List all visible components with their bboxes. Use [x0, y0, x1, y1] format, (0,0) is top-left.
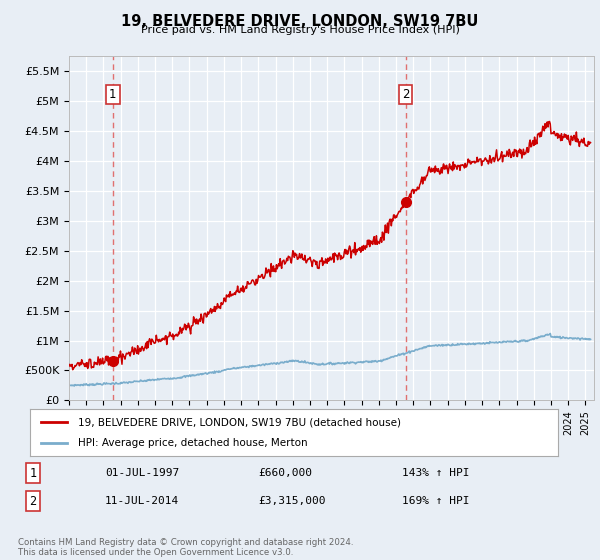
Text: 19, BELVEDERE DRIVE, LONDON, SW19 7BU: 19, BELVEDERE DRIVE, LONDON, SW19 7BU: [121, 14, 479, 29]
Text: 01-JUL-1997: 01-JUL-1997: [105, 468, 179, 478]
Text: 1: 1: [109, 88, 116, 101]
Text: 1: 1: [29, 466, 37, 480]
Text: Contains HM Land Registry data © Crown copyright and database right 2024.
This d: Contains HM Land Registry data © Crown c…: [18, 538, 353, 557]
Text: £3,315,000: £3,315,000: [258, 496, 325, 506]
Text: 143% ↑ HPI: 143% ↑ HPI: [402, 468, 470, 478]
Text: HPI: Average price, detached house, Merton: HPI: Average price, detached house, Mert…: [77, 438, 307, 448]
Text: 169% ↑ HPI: 169% ↑ HPI: [402, 496, 470, 506]
Text: 11-JUL-2014: 11-JUL-2014: [105, 496, 179, 506]
Text: Price paid vs. HM Land Registry's House Price Index (HPI): Price paid vs. HM Land Registry's House …: [140, 25, 460, 35]
Text: 2: 2: [402, 88, 409, 101]
Text: 2: 2: [29, 494, 37, 508]
Text: £660,000: £660,000: [258, 468, 312, 478]
Text: 19, BELVEDERE DRIVE, LONDON, SW19 7BU (detached house): 19, BELVEDERE DRIVE, LONDON, SW19 7BU (d…: [77, 417, 401, 427]
